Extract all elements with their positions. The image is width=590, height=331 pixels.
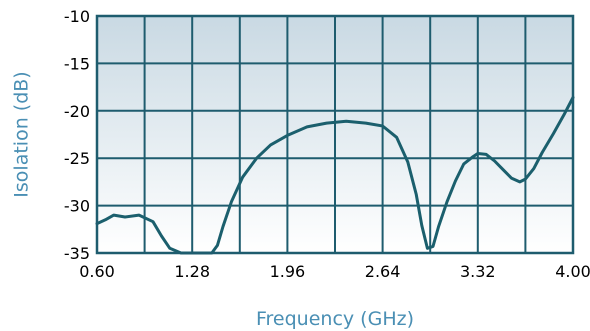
x-tick-label: 3.32 <box>460 262 496 281</box>
y-tick-label: -35 <box>64 244 90 263</box>
x-tick-label: 1.96 <box>270 262 306 281</box>
x-tick-label: 1.28 <box>174 262 210 281</box>
y-axis-tick-labels: -10 -15 -20 -25 -30 -35 <box>64 7 90 263</box>
isolation-series-line <box>95 96 575 255</box>
x-tick-label: 4.00 <box>555 262 590 281</box>
plot-frame <box>95 14 575 255</box>
y-tick-label: -10 <box>64 7 90 26</box>
y-axis-title: Isolation (dB) <box>11 71 33 197</box>
y-tick-label: -15 <box>64 54 90 73</box>
y-tick-label: -20 <box>64 102 90 121</box>
y-tick-label: -25 <box>64 149 90 168</box>
x-axis-tick-labels: 0.60 1.28 1.96 2.64 3.32 4.00 <box>79 262 590 281</box>
x-tick-label: 2.64 <box>365 262 401 281</box>
x-tick-label: 0.60 <box>79 262 115 281</box>
x-axis-title: Frequency (GHz) <box>256 308 414 330</box>
y-tick-label: -30 <box>64 197 90 216</box>
